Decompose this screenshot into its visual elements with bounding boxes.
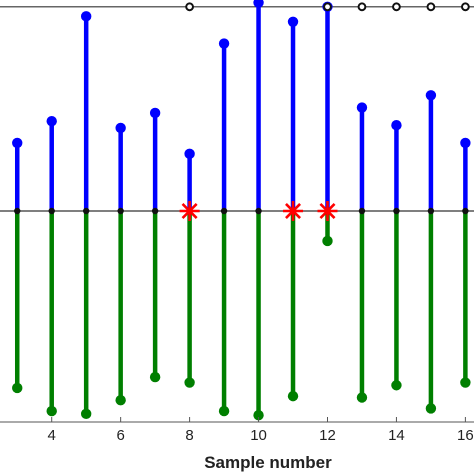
highlight-marker-12 [317, 201, 338, 221]
stem-head-0-13 [356, 102, 368, 113]
x-axis-ticks: 4 6 8 10 12 14 16 [48, 417, 474, 444]
stem-head-1-6 [115, 395, 126, 406]
asterisk-stroke [319, 203, 336, 219]
asterisk-stroke [181, 203, 198, 219]
stem-head-0-10 [253, 0, 264, 8]
zero-marker-6 [117, 207, 124, 215]
stem-head-1-4 [46, 405, 57, 417]
stem-head-1-11 [287, 390, 299, 402]
x-tick-label-4: 4 [48, 427, 56, 444]
x-axis-label: Sample number [204, 453, 332, 472]
stem-head-0-11 [287, 16, 299, 27]
highlight-marker-8 [179, 201, 200, 221]
stem-head-1-8 [184, 377, 195, 388]
stem-head-1-13 [356, 392, 368, 403]
top-marker-12 [323, 2, 332, 12]
zero-marker-7 [151, 207, 159, 215]
stem-head-0-3 [12, 137, 23, 149]
highlight-marker-11 [283, 201, 304, 221]
x-tick-label-16: 16 [457, 427, 474, 444]
stem-head-1-12 [322, 235, 333, 247]
stem-head-0-9 [218, 38, 230, 49]
zero-marker-5 [82, 207, 90, 215]
zero-marker-3 [14, 207, 21, 215]
stem-head-1-5 [80, 408, 92, 420]
zero-marker-15 [427, 207, 435, 215]
x-tick-label-10: 10 [250, 427, 267, 444]
zero-marker-10 [255, 207, 262, 215]
stem-head-0-14 [391, 120, 402, 131]
x-tick-label-8: 8 [185, 427, 193, 444]
asterisk-stroke [285, 203, 302, 219]
stem-head-0-8 [184, 148, 195, 160]
stem-head-0-7 [149, 107, 161, 119]
zero-marker-16 [462, 207, 469, 215]
stem-head-0-4 [46, 115, 57, 127]
zero-marker-13 [358, 207, 366, 215]
stem-head-1-7 [149, 371, 161, 383]
zero-marker-14 [393, 207, 400, 215]
stem-head-1-15 [425, 403, 437, 414]
stem-head-0-6 [115, 122, 126, 134]
plot-area [0, 0, 474, 423]
stem-head-0-5 [80, 11, 92, 22]
top-marker-13 [357, 2, 367, 12]
stem-head-1-10 [253, 409, 264, 421]
stem-head-0-16 [460, 137, 471, 149]
zero-marker-9 [220, 207, 228, 215]
stem-head-1-3 [12, 382, 23, 394]
x-tick-label-6: 6 [116, 427, 124, 444]
x-tick-label-14: 14 [388, 427, 405, 444]
stem-head-0-15 [425, 90, 437, 101]
top-marker-16 [460, 2, 470, 12]
top-marker-14 [392, 2, 401, 12]
x-tick-label-12: 12 [319, 427, 336, 444]
stem-head-1-9 [218, 405, 230, 417]
zero-marker-4 [48, 207, 55, 215]
top-marker-8 [185, 2, 195, 12]
top-marker-15 [426, 2, 436, 12]
stem-head-1-16 [460, 377, 471, 388]
stem-head-1-14 [391, 380, 402, 391]
